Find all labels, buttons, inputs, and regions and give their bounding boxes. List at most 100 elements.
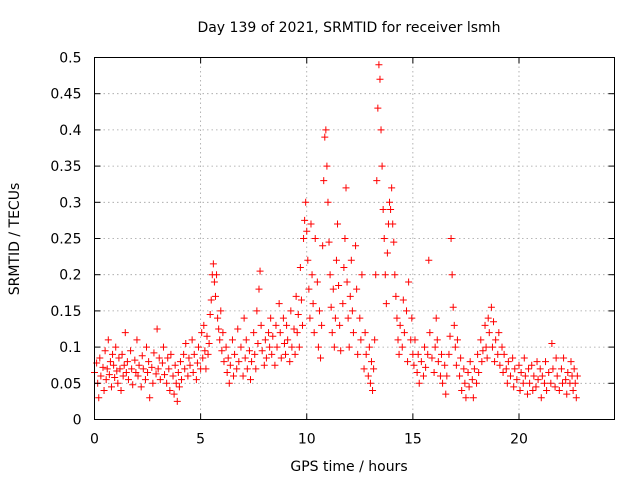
data-point	[266, 343, 274, 351]
data-point	[159, 343, 167, 351]
data-point	[100, 387, 108, 395]
data-point	[292, 292, 300, 300]
data-point	[153, 325, 161, 333]
data-point	[485, 329, 493, 337]
data-point	[389, 220, 397, 228]
data-point	[150, 349, 158, 357]
data-point	[180, 350, 188, 358]
data-point	[214, 314, 222, 322]
data-point	[97, 372, 105, 380]
data-point	[226, 361, 234, 369]
data-points	[91, 61, 581, 405]
data-point	[216, 336, 224, 344]
data-point	[186, 361, 194, 369]
data-point	[348, 307, 356, 315]
data-point	[461, 379, 469, 387]
data-point	[395, 350, 403, 358]
y-tick-label: 0.45	[50, 87, 81, 103]
data-point	[145, 358, 153, 366]
data-point	[315, 307, 323, 315]
data-point	[532, 383, 540, 391]
data-point	[552, 354, 560, 362]
data-point	[272, 321, 280, 329]
data-point	[234, 325, 242, 333]
data-point	[118, 350, 126, 358]
data-point	[519, 379, 527, 387]
data-point	[206, 311, 214, 319]
data-point	[408, 314, 416, 322]
data-point	[494, 350, 502, 358]
data-point	[457, 354, 465, 362]
data-point	[414, 350, 422, 358]
data-point	[117, 387, 125, 395]
data-point	[290, 325, 298, 333]
data-point	[167, 350, 175, 358]
data-point	[364, 372, 372, 380]
data-point	[141, 376, 149, 384]
data-point	[433, 336, 441, 344]
data-point	[228, 336, 236, 344]
x-tick-label: 5	[196, 432, 205, 448]
data-point	[504, 358, 512, 366]
data-point	[242, 336, 250, 344]
data-point	[323, 162, 331, 170]
data-point	[276, 329, 284, 337]
data-point	[255, 285, 263, 293]
data-point	[211, 292, 219, 300]
data-point	[572, 394, 580, 402]
data-point	[282, 350, 290, 358]
data-point	[251, 350, 259, 358]
data-point	[347, 256, 355, 264]
data-point	[283, 321, 291, 329]
data-point	[182, 339, 190, 347]
data-point	[132, 368, 140, 376]
data-point	[520, 354, 528, 362]
data-point	[143, 343, 150, 351]
x-tick-label: 0	[90, 432, 99, 448]
y-tick-label: 0.1	[59, 340, 81, 356]
data-point	[570, 365, 578, 373]
data-point	[217, 307, 225, 315]
data-point	[365, 343, 373, 351]
data-point	[388, 184, 396, 192]
data-point	[273, 343, 281, 351]
data-point	[188, 336, 196, 344]
data-point	[148, 363, 156, 371]
data-point	[446, 332, 454, 340]
data-point	[543, 387, 551, 395]
data-point	[569, 387, 577, 395]
y-tick-label: 0.5	[59, 51, 81, 67]
data-point	[169, 372, 177, 380]
data-point	[277, 354, 285, 362]
x-tick-label: 10	[298, 432, 316, 448]
data-point	[253, 307, 261, 315]
data-point	[475, 368, 483, 376]
data-point	[549, 365, 557, 373]
data-point	[210, 278, 218, 286]
data-point	[434, 358, 442, 366]
data-point	[528, 361, 536, 369]
data-point	[507, 372, 514, 380]
data-point	[104, 336, 112, 344]
data-point	[291, 350, 299, 358]
data-point	[286, 358, 294, 366]
data-point	[456, 372, 464, 380]
data-point	[164, 354, 172, 362]
data-point	[342, 184, 350, 192]
data-point	[360, 365, 368, 373]
data-point	[436, 372, 444, 380]
data-point	[523, 390, 531, 398]
data-point	[138, 352, 146, 360]
data-point	[450, 321, 458, 329]
data-point	[417, 358, 425, 366]
data-point	[345, 343, 353, 351]
data-point	[488, 343, 496, 351]
data-point	[209, 260, 217, 268]
data-point	[124, 376, 132, 384]
data-point	[349, 329, 357, 337]
data-point	[536, 365, 544, 373]
data-point	[341, 235, 349, 242]
data-point	[284, 336, 292, 344]
data-point	[199, 354, 207, 362]
